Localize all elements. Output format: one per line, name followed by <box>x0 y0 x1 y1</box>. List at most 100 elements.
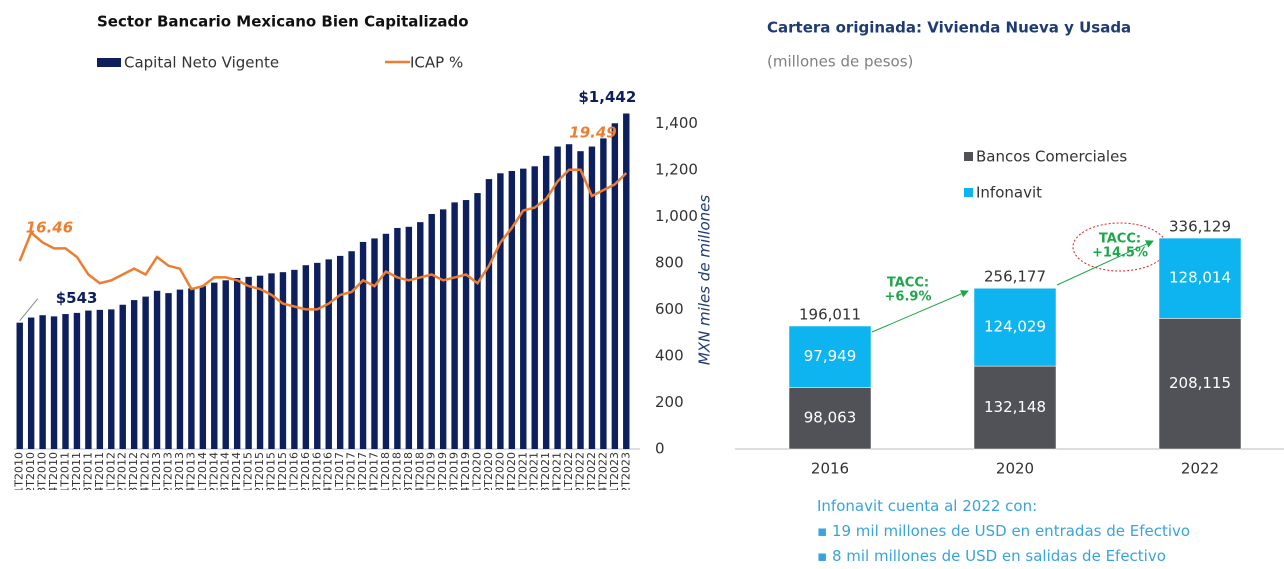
x-tick-label: 2T2022 <box>574 452 587 490</box>
note: Infonavit cuenta al 2022 con: ▪ 19 mil m… <box>817 494 1190 569</box>
y-tick-label: 0 <box>655 440 665 458</box>
x-tick-label: 4T2013 <box>184 452 197 490</box>
legend-label: Infonavit <box>976 184 1042 202</box>
bullet-text: 19 mil millones de USD en entradas de Ef… <box>831 522 1191 540</box>
annotation: TACC: <box>887 276 929 291</box>
bar <box>73 312 81 449</box>
bar <box>554 146 561 450</box>
data-label: $543 <box>56 289 98 307</box>
x-tick-label: 3T2015 <box>265 452 278 490</box>
leader-line <box>19 298 39 321</box>
bar <box>62 314 69 449</box>
bar <box>16 322 23 449</box>
bar <box>508 170 516 450</box>
x-tick-label: 3T2013 <box>173 452 186 490</box>
x-tick-label: 1T2018 <box>379 452 392 490</box>
legend-label: Capital Neto Vigente <box>124 54 279 72</box>
legend-label: ICAP % <box>410 54 463 72</box>
bar <box>27 317 35 449</box>
data-label: 132,148 <box>984 398 1046 416</box>
x-tick-label: 4T2020 <box>505 452 518 490</box>
y-tick-label: 1,000 <box>655 207 698 225</box>
bar <box>623 113 630 450</box>
x-tick-label: 3T2017 <box>356 452 369 490</box>
bar <box>542 155 550 449</box>
bar <box>417 222 424 449</box>
x-tick-label: 3T2010 <box>36 452 49 490</box>
bar <box>565 144 573 449</box>
annotation: +14.5% <box>1092 246 1148 261</box>
total-label: 256,177 <box>984 268 1046 286</box>
bar <box>462 200 470 449</box>
x-tick-label: 3T2019 <box>448 452 461 490</box>
x-tick-label: 3T2012 <box>127 452 140 490</box>
bar-segment <box>1158 318 1242 450</box>
x-tick-label: 2T2013 <box>162 452 175 490</box>
bar <box>485 179 493 449</box>
right-subtitle: (millones de pesos) <box>767 53 913 71</box>
x-tick-label: 2T2010 <box>24 452 37 490</box>
bar <box>577 151 584 450</box>
x-tick-label: 2T2016 <box>299 452 312 490</box>
data-label: 19.49 <box>569 123 616 141</box>
x-tick-label: 2T2012 <box>116 452 129 490</box>
bar <box>325 259 332 449</box>
x-tick-label: 2T2011 <box>70 452 83 490</box>
x-tick-label: 1T2017 <box>333 452 346 490</box>
bar <box>85 310 92 449</box>
x-tick-label: 1T2013 <box>150 452 163 490</box>
charts: Sector Bancario Mexicano Bien Capitaliza… <box>13 13 1284 490</box>
bar <box>348 251 355 449</box>
y-tick-label: 400 <box>655 346 684 364</box>
bar <box>474 193 481 449</box>
x-tick-label: 1T2022 <box>562 452 575 490</box>
legend-swatch <box>97 58 121 67</box>
data-label: 98,063 <box>804 409 857 427</box>
y-axis-label: MXN miles de millones <box>696 195 714 366</box>
growth-arrow <box>871 290 969 333</box>
x-tick-label: 3T2020 <box>493 452 506 490</box>
legend-label: Bancos Comerciales <box>976 148 1127 166</box>
x-tick-label: 1T2015 <box>242 452 255 490</box>
x-tick-label: 2022 <box>1181 460 1219 478</box>
left-title: Sector Bancario Mexicano Bien Capitaliza… <box>97 13 469 31</box>
x-tick-label: 3T2021 <box>539 452 552 490</box>
x-tick-label: 2T2021 <box>528 452 541 490</box>
x-tick-label: 4T2011 <box>93 452 106 490</box>
data-label: 208,115 <box>1169 374 1231 392</box>
bar <box>439 209 447 449</box>
note-bullet: ▪ 19 mil millones de USD en entradas de … <box>817 522 1191 540</box>
y-tick-label: 200 <box>655 393 684 411</box>
x-tick-label: 2T2020 <box>482 452 495 490</box>
x-tick-label: 2T2019 <box>436 452 449 490</box>
x-tick-label: 4T2022 <box>596 452 609 490</box>
note-bullet: ▪ 8 mil millones de USD en salidas de Ef… <box>817 547 1166 565</box>
y-tick-label: 800 <box>655 253 684 271</box>
bar <box>405 226 413 449</box>
x-tick-label: 2T2018 <box>390 452 403 490</box>
x-tick-label: 3T2016 <box>310 452 323 490</box>
x-tick-label: 2T2023 <box>619 452 632 490</box>
x-tick-label: 1T2012 <box>104 452 117 490</box>
bar <box>531 166 538 449</box>
bar <box>451 202 458 449</box>
bar <box>176 289 184 449</box>
x-tick-label: 3T2018 <box>402 452 415 490</box>
legend-swatch <box>964 188 973 197</box>
bar <box>199 286 207 449</box>
x-tick-label: 4T2012 <box>139 452 152 490</box>
bar <box>588 146 596 450</box>
bar <box>222 280 229 449</box>
y-tick-label: 600 <box>655 300 684 318</box>
bar <box>291 269 298 449</box>
bar <box>39 315 46 449</box>
data-label: 16.46 <box>26 219 73 237</box>
x-tick-label: 1T2020 <box>471 452 484 490</box>
bar <box>428 214 435 449</box>
x-tick-label: 3T2011 <box>81 452 94 490</box>
line <box>18 168 628 311</box>
bar <box>211 282 218 449</box>
x-tick-label: 1T2019 <box>425 452 438 490</box>
bar <box>233 277 241 449</box>
bar <box>119 304 126 449</box>
